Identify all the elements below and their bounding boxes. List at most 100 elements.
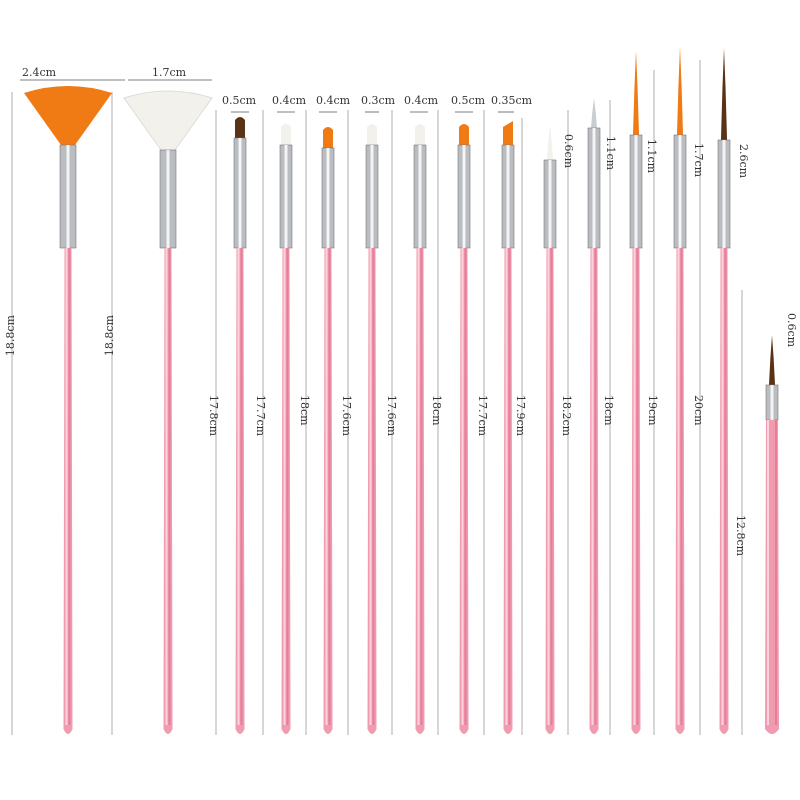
length-label: 17.7cm	[476, 395, 489, 437]
handle-shade	[636, 248, 639, 725]
handle-shade	[550, 248, 553, 725]
pink-handle	[631, 248, 641, 734]
length-label: 17.6cm	[385, 395, 398, 437]
flat-bristles-icon	[415, 124, 425, 145]
flat-bristles-icon	[459, 124, 469, 145]
liner-bristles-icon	[769, 335, 775, 385]
tip-label: 0.6cm	[562, 134, 575, 169]
length-label: 19cm	[646, 395, 659, 426]
handle-highlight	[65, 248, 68, 725]
liner-bristles-icon	[721, 48, 727, 140]
pink-handle	[281, 248, 291, 734]
tip-label: 1.1cm	[645, 139, 658, 174]
pink-handle	[589, 248, 599, 734]
width-label: 0.35cm	[491, 94, 533, 107]
flat-bristles-icon	[367, 124, 377, 145]
ferrule-highlight	[722, 140, 726, 248]
tip-label: 0.6cm	[785, 313, 798, 348]
handle-highlight	[721, 248, 724, 725]
liner-bristles-icon	[633, 51, 639, 135]
handle-highlight	[591, 248, 594, 725]
pink-handle	[719, 248, 729, 734]
fan-bristles-icon	[123, 90, 213, 151]
length-label: 18.2cm	[560, 395, 573, 437]
length-label: 17.9cm	[514, 395, 527, 437]
tip-label: 2.6cm	[737, 144, 750, 179]
handle-shade	[775, 420, 777, 725]
ferrule-highlight	[506, 145, 510, 248]
width-label: 0.4cm	[316, 94, 351, 107]
flat-bristles-icon	[323, 127, 333, 148]
length-label: 17.8cm	[207, 395, 220, 437]
handle-highlight	[369, 248, 372, 725]
length-label: 20cm	[692, 395, 705, 426]
ferrule-highlight	[418, 145, 422, 248]
handle-highlight	[767, 420, 769, 725]
pink-handle	[675, 248, 685, 734]
width-label: 0.4cm	[404, 94, 439, 107]
handle-shade	[724, 248, 727, 725]
flat-bristles-icon	[235, 117, 245, 138]
handle-highlight	[325, 248, 328, 725]
ferrule-highlight	[370, 145, 374, 248]
liner-bristles-icon	[591, 98, 597, 128]
length-label: 17.6cm	[340, 395, 353, 437]
length-label: 18cm	[298, 395, 311, 426]
handle-shade	[168, 248, 171, 725]
pink-handle	[323, 248, 333, 734]
ferrule-highlight	[166, 150, 170, 248]
width-label: 1.7cm	[152, 66, 187, 79]
ferrule-highlight	[634, 135, 638, 248]
ferrule-highlight	[548, 160, 552, 248]
width-label: 0.4cm	[272, 94, 307, 107]
handle-highlight	[461, 248, 464, 725]
width-label: 0.5cm	[222, 94, 257, 107]
tip-label: 1.7cm	[692, 143, 705, 178]
width-label: 2.4cm	[22, 66, 57, 79]
handle-shade	[240, 248, 243, 725]
width-label: 0.5cm	[451, 94, 486, 107]
handle-highlight	[547, 248, 550, 725]
ferrule-highlight	[770, 385, 774, 420]
handle-shade	[328, 248, 331, 725]
handle-highlight	[505, 248, 508, 725]
ferrule-highlight	[592, 128, 596, 248]
handle-shade	[464, 248, 467, 725]
ferrule-highlight	[678, 135, 682, 248]
handle-shade	[420, 248, 423, 725]
pink-handle	[415, 248, 425, 734]
handle-shade	[680, 248, 683, 725]
handle-highlight	[237, 248, 240, 725]
ferrule-highlight	[284, 145, 288, 248]
fan-bristles-icon	[24, 86, 112, 145]
ferrule-highlight	[66, 145, 70, 248]
pink-handle	[235, 248, 245, 734]
handle-highlight	[677, 248, 680, 725]
handle-highlight	[165, 248, 168, 725]
handle-highlight	[633, 248, 636, 725]
handle-shade	[372, 248, 375, 725]
pink-handle	[63, 248, 73, 734]
handle-shade	[286, 248, 289, 725]
handle-highlight	[283, 248, 286, 725]
length-label: 12.8cm	[734, 515, 747, 557]
flat-bristles-icon	[281, 124, 291, 145]
length-label: 18cm	[430, 395, 443, 426]
tip-label: 1.1cm	[604, 136, 617, 171]
length-label: 18cm	[602, 395, 615, 426]
pink-handle	[545, 248, 555, 734]
pink-handle	[503, 248, 513, 734]
handle-highlight	[417, 248, 420, 725]
liner-bristles-icon	[547, 125, 553, 160]
liner-bristles-icon	[677, 47, 683, 135]
length-label: 18.8cm	[4, 315, 17, 357]
ferrule-highlight	[238, 138, 242, 248]
length-label: 18.8cm	[103, 315, 116, 357]
length-label: 17.7cm	[254, 395, 267, 437]
handle-shade	[594, 248, 597, 725]
pink-handle	[459, 248, 469, 734]
pink-handle	[367, 248, 377, 734]
handle-shade	[508, 248, 511, 725]
flat-bristles-icon	[503, 121, 513, 145]
